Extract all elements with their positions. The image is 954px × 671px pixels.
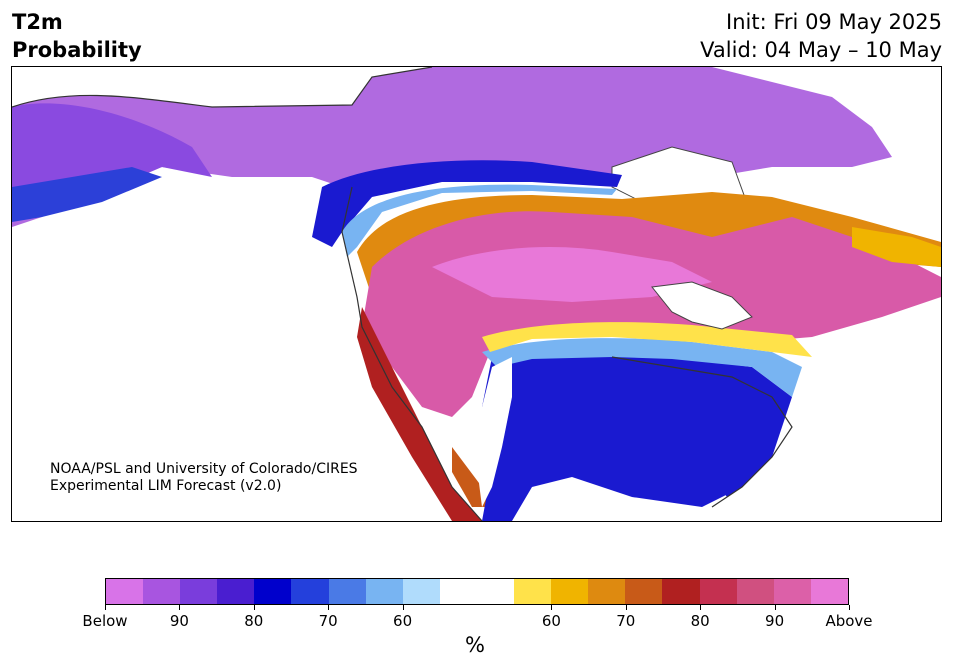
colorbar-unit: %: [465, 633, 485, 657]
colorbar-tick-mark: [402, 605, 404, 610]
title-line-1: T2m: [12, 10, 63, 34]
colorbar-segment: [365, 579, 403, 604]
colorbar-tick-mark: [625, 605, 627, 610]
colorbar-segment: [217, 579, 255, 604]
colorbar-tick-label: 80: [244, 612, 264, 630]
colorbar-tick-mark: [774, 605, 776, 610]
colorbar-tick-label: 60: [541, 612, 561, 630]
colorbar-tick-label: 90: [765, 612, 785, 630]
colorbar-segment: [736, 579, 774, 604]
colorbar-tick-label: 90: [169, 612, 189, 630]
white-neutral-band: [477, 357, 512, 507]
colorbar-tick-mark: [253, 605, 255, 610]
colorbar-segment: [439, 579, 477, 604]
colorbar-tick-mark: [105, 605, 106, 610]
great-lakes: [651, 281, 753, 330]
colorbar-tick-mark: [700, 605, 702, 610]
credit-line-2: Experimental LIM Forecast (v2.0): [50, 478, 282, 494]
alaska-coast-blue: [12, 167, 162, 222]
colorbar-tick-label: 70: [318, 612, 338, 630]
southeast-below-region: [482, 349, 792, 521]
colorbar-segment: [402, 579, 440, 604]
colorbar-segment: [662, 579, 700, 604]
colorbar-segment: [254, 579, 292, 604]
colorbar-segment: [328, 579, 366, 604]
colorbar-tick-label: 70: [616, 612, 636, 630]
colorbar-segment: [476, 579, 515, 604]
title-line-2: Probability: [12, 38, 142, 62]
canada-lightblue-band: [342, 184, 617, 257]
colorbar-tick-labels: Below 90 80 70 60 60 70 80 90 Above: [82, 612, 872, 632]
colorbar-tick-mark: [328, 605, 330, 610]
southeast-light-edge: [482, 338, 802, 397]
transition-yellow-band: [482, 322, 812, 357]
credit-line-1: NOAA/PSL and University of Colorado/CIRE…: [50, 461, 358, 477]
interior-core: [432, 247, 712, 302]
forecast-map: NOAA/PSL and University of Colorado/CIRE…: [11, 66, 942, 522]
date-info: Init: Fri 09 May 2025 Valid: 04 May – 10…: [700, 8, 942, 64]
colorbar-tick-mark: [849, 605, 850, 610]
colorbar-segment: [106, 579, 144, 604]
colorbar-tick-mark: [551, 605, 553, 610]
colorbar-tick-label: 80: [690, 612, 710, 630]
colorbar-segment: [291, 579, 329, 604]
chart-title: T2m Probability: [12, 8, 142, 64]
northeast-orange: [852, 227, 941, 267]
colorbar-segment: [810, 579, 848, 604]
valid-range: Valid: 04 May – 10 May: [700, 38, 942, 62]
west-coast-red: [357, 307, 482, 521]
coastline: [12, 67, 793, 521]
colorbar-segment: [588, 579, 626, 604]
colorbar-tick-label: 60: [393, 612, 413, 630]
probability-map-svg: [12, 67, 941, 521]
canada-blue-band: [312, 160, 622, 247]
colorbar-segment: [551, 579, 589, 604]
colorbar-tick-mark: [179, 605, 181, 610]
colorbar-segment: [143, 579, 181, 604]
init-date: Init: Fri 09 May 2025: [726, 10, 942, 34]
credit-text: NOAA/PSL and University of Colorado/CIRE…: [50, 461, 358, 495]
probability-colorbar: [105, 578, 849, 605]
colorbar-segment: [773, 579, 811, 604]
colorbar-tick-label: Above: [825, 612, 873, 630]
colorbar-segment: [625, 579, 663, 604]
colorbar-segment: [699, 579, 737, 604]
florida-blue: [712, 447, 742, 497]
colorbar-tick-label: Below: [82, 612, 128, 630]
colorbar-segment: [514, 579, 552, 604]
colorbar-segment: [180, 579, 218, 604]
